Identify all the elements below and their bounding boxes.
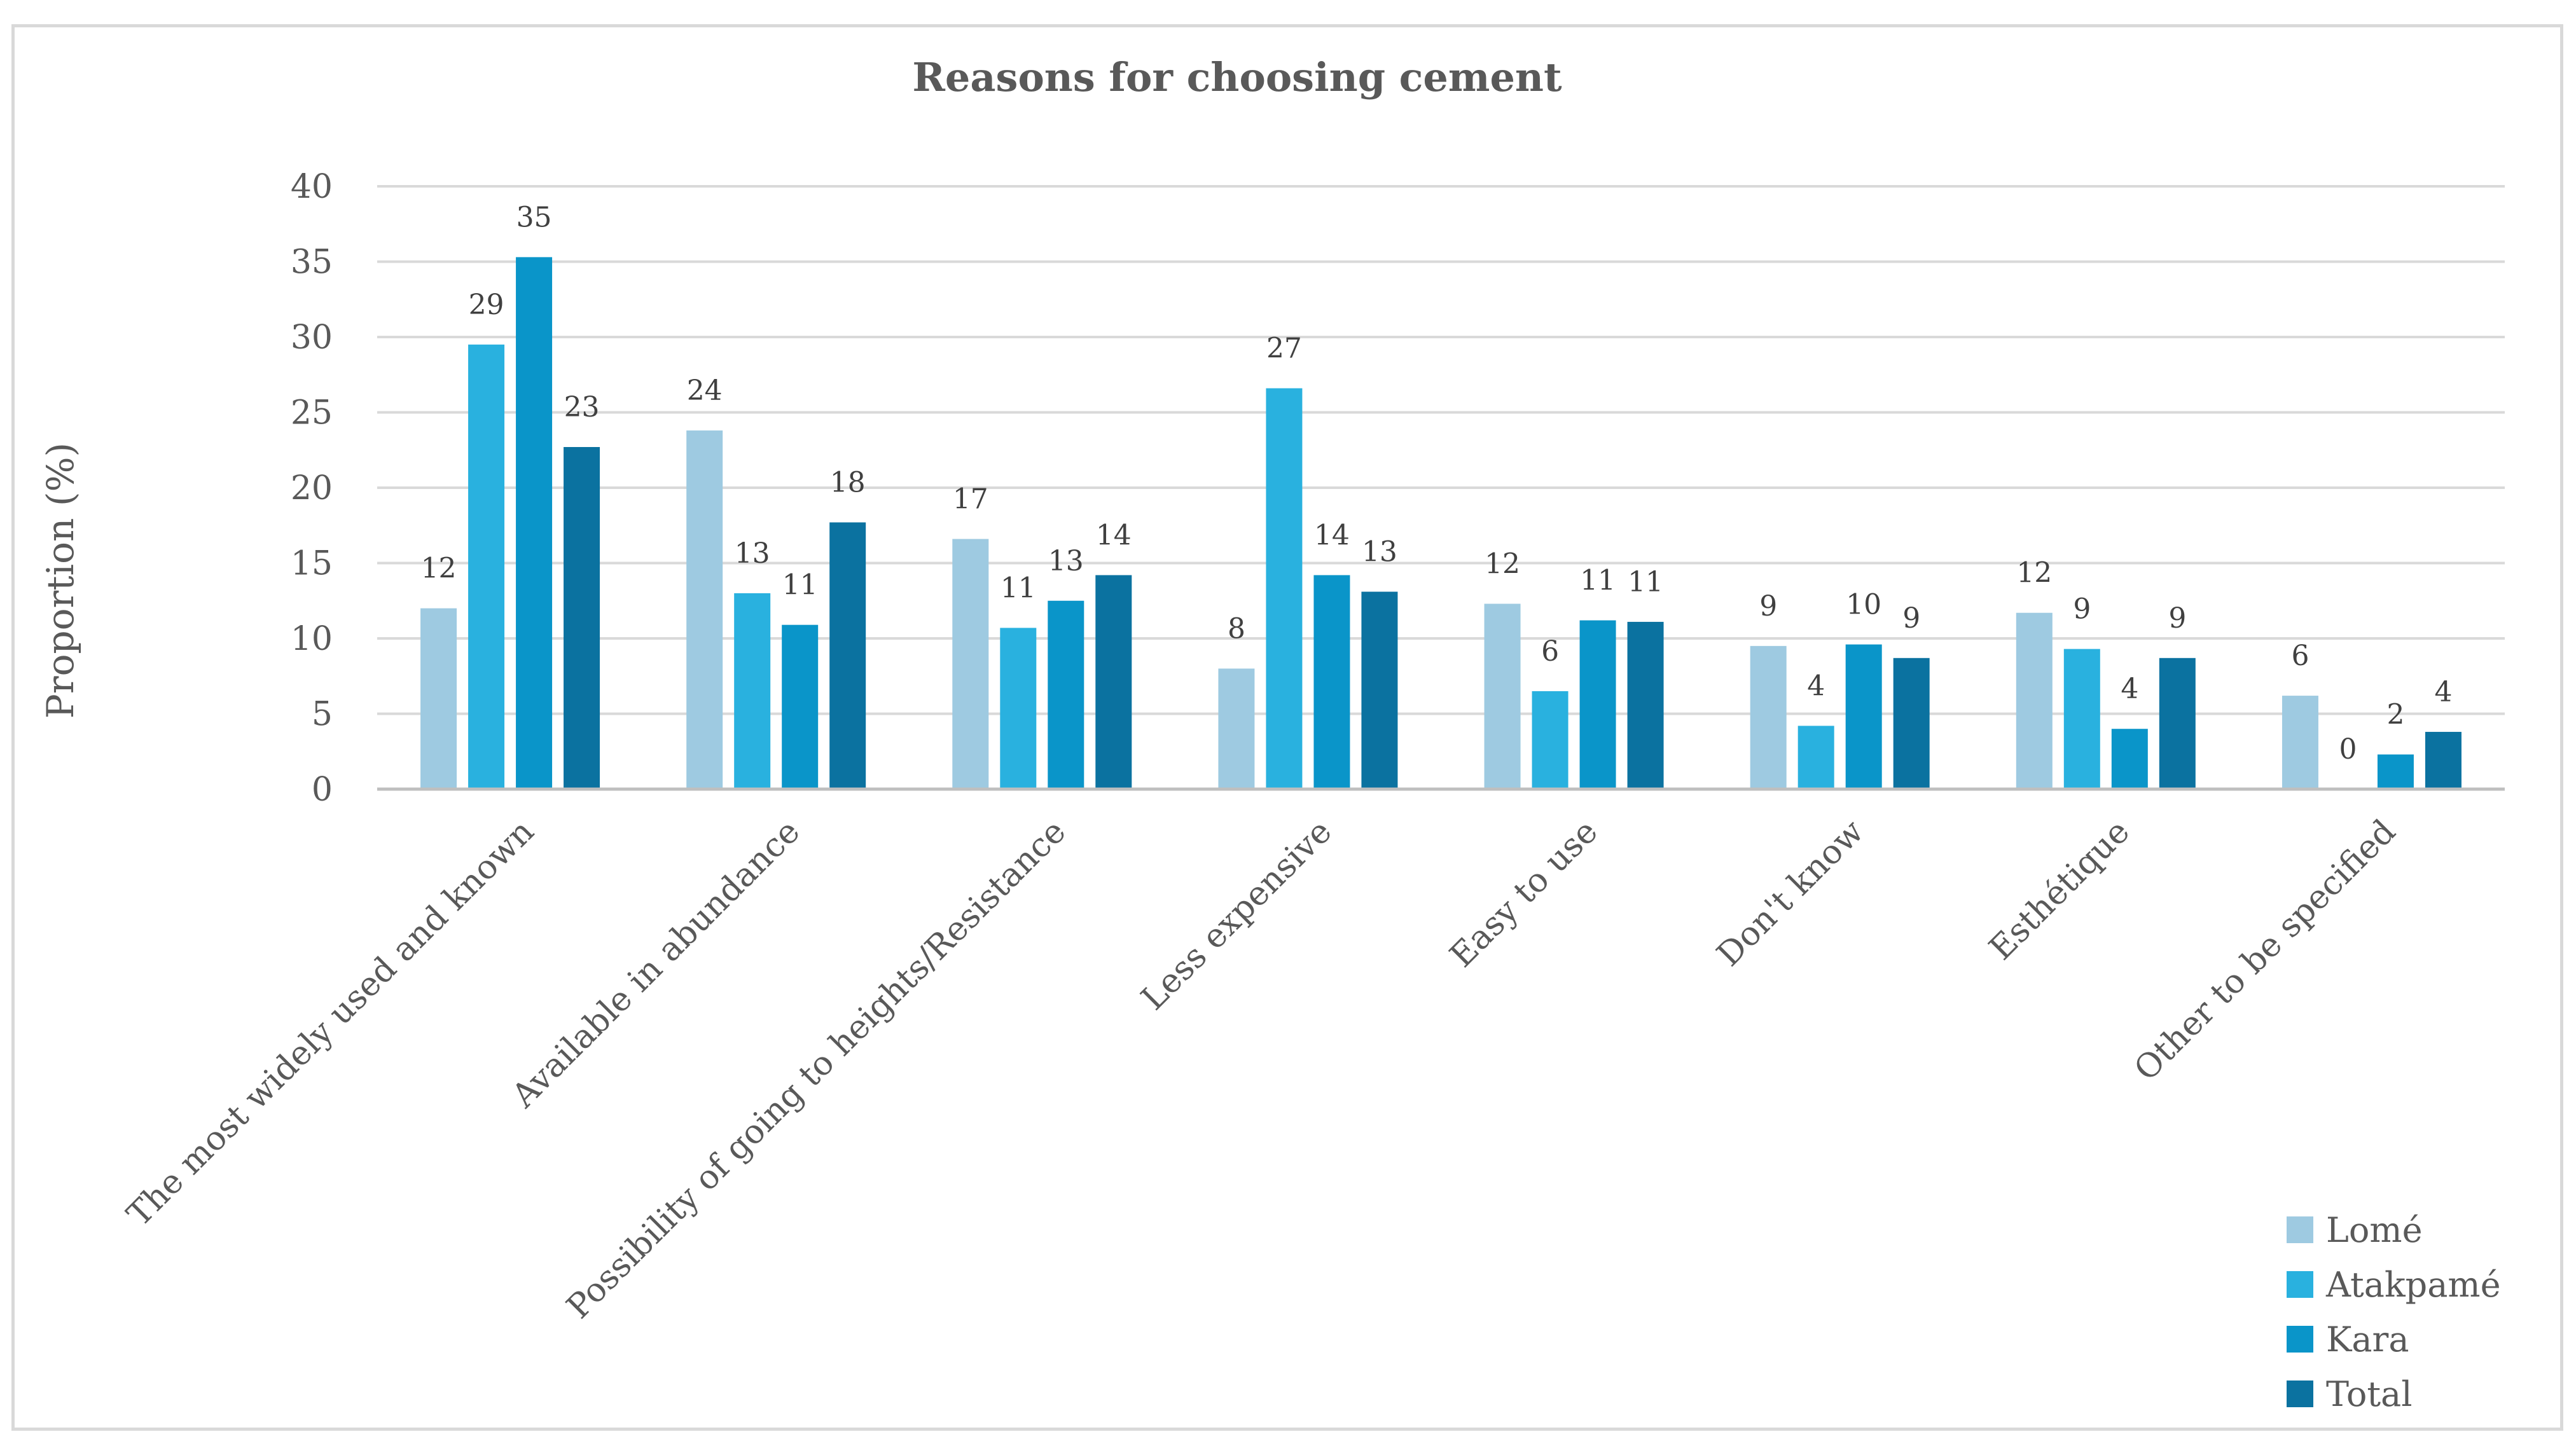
chart-svg: Reasons for choosing cement Proportion (… [39,54,2505,1414]
data-label-lome-5: 12 [1485,547,1520,580]
x-category-label: Less expensive [1134,813,1340,1018]
y-tick-label: 25 [291,394,333,432]
data-label-atakpame-7: 9 [2073,593,2091,626]
bar-atakpame-3 [1000,628,1037,789]
data-label-lome-4: 8 [1228,612,1245,645]
data-label-total-5: 11 [1628,566,1663,598]
data-label-lome-8: 6 [2291,640,2309,672]
y-tick-label: 5 [312,696,333,734]
y-tick-label: 40 [291,168,333,206]
legend-label-total: Total [2326,1374,2413,1414]
data-label-lome-7: 12 [2016,557,2052,589]
x-category-label: The most widely used and known [120,813,541,1234]
data-label-lome-1: 12 [421,553,457,585]
bar-kara-4 [1313,575,1350,789]
data-label-atakpame-1: 29 [469,289,504,321]
bar-kara-8 [2377,754,2414,789]
legend-swatch-kara [2287,1326,2313,1353]
data-label-kara-7: 4 [2121,673,2138,705]
bar-kara-3 [1048,600,1084,789]
data-label-kara-5: 11 [1580,565,1616,597]
data-label-lome-2: 24 [687,375,723,407]
bar-atakpame-7 [2063,649,2100,789]
bar-kara-5 [1579,620,1616,789]
legend: Lomé Atakpamé Kara Total [2287,1210,2501,1414]
bar-atakpame-2 [734,593,771,789]
x-category-label: Don't know [1710,813,1871,974]
legend-swatch-total [2287,1381,2313,1407]
legend-swatch-lome [2287,1216,2313,1243]
bar-atakpame-1 [468,344,505,789]
y-axis-label: Proportion (%) [39,443,82,719]
bar-total-1 [564,447,600,789]
bar-lome-3 [952,539,989,789]
bar-atakpame-6 [1797,726,1834,789]
data-label-atakpame-8: 0 [2339,733,2357,766]
bar-kara-1 [516,257,553,789]
x-axis-categories: The most widely used and knownAvailable … [120,813,2403,1326]
y-tick-label: 35 [291,244,333,282]
bar-kara-2 [782,624,819,789]
legend-swatch-atakpame [2287,1271,2313,1298]
data-label-total-3: 14 [1096,519,1132,551]
data-label-total-7: 9 [2168,602,2186,635]
data-label-atakpame-6: 4 [1807,670,1825,702]
x-category-label: Available in abundance [504,813,808,1116]
bar-lome-8 [2282,696,2318,789]
data-label-kara-6: 10 [1846,588,1881,621]
y-tick-label: 0 [312,771,333,809]
data-label-atakpame-3: 11 [1001,572,1036,604]
data-label-total-1: 23 [564,391,600,423]
data-label-atakpame-5: 6 [1541,635,1559,668]
x-category-label: Other to be specified [2127,813,2403,1089]
bar-total-7 [2159,658,2196,789]
data-label-kara-8: 2 [2386,698,2404,731]
bar-lome-7 [2016,612,2053,789]
bar-lome-4 [1218,668,1255,789]
legend-label-lome: Lomé [2326,1210,2423,1250]
bar-atakpame-5 [1532,691,1568,789]
bar-total-3 [1095,575,1132,789]
data-label-total-4: 13 [1362,536,1397,568]
data-label-total-6: 9 [1902,602,1920,635]
data-label-kara-3: 13 [1048,545,1084,577]
bar-lome-1 [420,608,457,789]
data-label-total-8: 4 [2434,676,2452,708]
bar-total-6 [1893,658,1930,789]
legend-label-atakpame: Atakpamé [2325,1265,2501,1305]
chart-frame: Reasons for choosing cement Proportion (… [11,24,2563,1431]
bar-total-8 [2425,731,2462,789]
bar-lome-5 [1484,603,1521,789]
data-label-lome-6: 9 [1759,590,1777,623]
data-label-kara-1: 35 [516,201,552,233]
data-label-atakpame-4: 27 [1266,333,1302,365]
legend-label-kara: Kara [2326,1319,2409,1360]
y-tick-label: 30 [291,319,333,357]
x-category-label: Possibility of going to heights/Resistan… [560,813,1074,1326]
data-label-atakpame-2: 13 [735,537,770,570]
data-label-kara-2: 11 [782,569,818,602]
data-label-kara-4: 14 [1314,519,1350,551]
bar-kara-7 [2111,729,2148,789]
y-tick-label: 20 [291,469,333,507]
bar-lome-6 [1750,645,1787,789]
bar-atakpame-4 [1266,388,1303,789]
bar-lome-2 [686,430,723,789]
chart-title: Reasons for choosing cement [912,54,1562,100]
bar-kara-6 [1845,644,1882,789]
y-axis-ticks: 0 5 10 15 20 25 30 35 40 [291,168,333,809]
y-tick-label: 10 [291,620,333,658]
bar-total-4 [1361,591,1398,789]
bar-total-5 [1627,621,1664,789]
x-category-label: Easy to use [1443,813,1605,975]
y-tick-label: 15 [291,545,333,583]
bar-total-2 [829,522,866,789]
data-label-lome-3: 17 [953,483,988,516]
x-category-label: Esthétique [1982,813,2137,968]
gridlines [377,185,2505,715]
data-label-total-2: 18 [830,467,866,499]
bars [420,257,2462,789]
